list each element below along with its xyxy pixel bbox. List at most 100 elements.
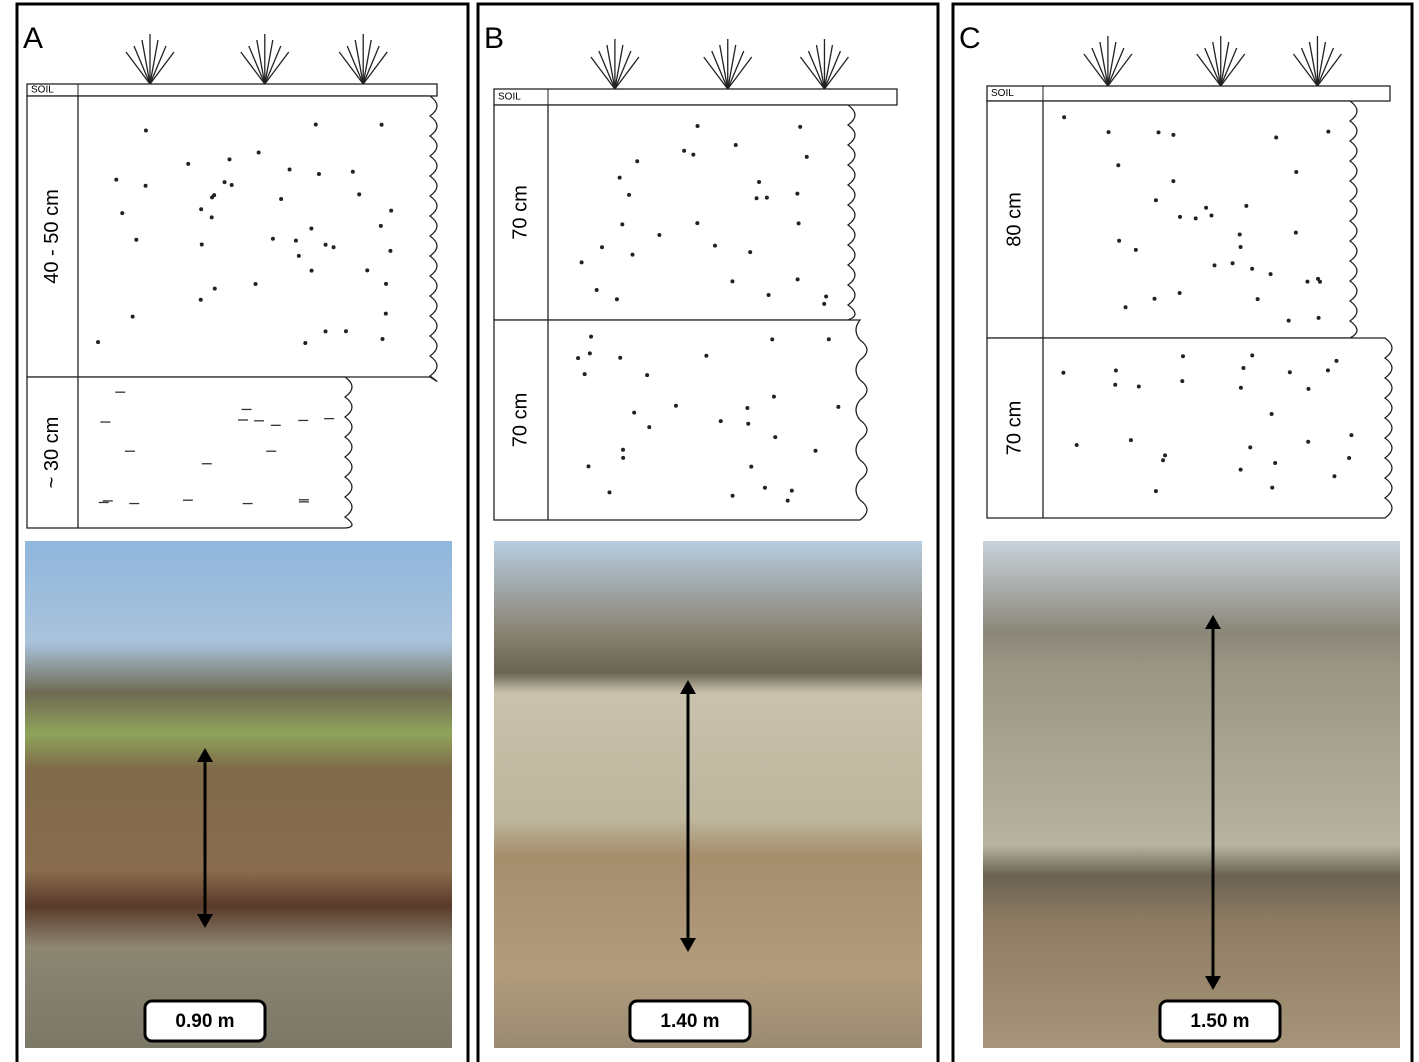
sediment-dot — [1317, 279, 1322, 284]
sediment-dot — [586, 464, 591, 469]
plant — [727, 44, 737, 90]
sediment-dot — [1273, 461, 1278, 466]
sediment-dot — [1316, 315, 1321, 320]
layer-label: 80 cm — [1003, 192, 1025, 246]
sediment-dot — [796, 221, 801, 226]
sediment-dot — [836, 404, 841, 409]
plant — [1204, 47, 1222, 87]
sediment-dot — [379, 122, 384, 127]
panel-label: A — [23, 22, 43, 55]
plant — [346, 45, 364, 85]
sediment-dot — [1177, 214, 1182, 219]
layer-label: 40 - 50 cm — [41, 189, 63, 283]
plant — [240, 51, 266, 85]
sediment-dot — [712, 243, 717, 248]
sediment-dot — [795, 191, 800, 196]
sediment-dot — [691, 152, 696, 157]
layer-label: 70 cm — [1003, 401, 1025, 455]
sediment-dot — [303, 341, 308, 346]
plant — [149, 45, 167, 85]
plant — [719, 44, 729, 90]
soil-label: SOIL — [498, 92, 521, 103]
sediment-dot — [785, 498, 790, 503]
sediment-dot — [1230, 261, 1235, 266]
plant — [614, 50, 632, 90]
sediment-dot — [1237, 232, 1242, 237]
layer-label: 70 cm — [509, 393, 531, 447]
sediment-dot — [617, 175, 622, 180]
soil-strip — [26, 83, 438, 97]
sediment-dot — [673, 403, 678, 408]
plant — [606, 44, 616, 90]
panel-frame — [15, 2, 470, 1062]
plant — [1091, 47, 1109, 87]
plant — [703, 56, 729, 90]
plant — [362, 39, 372, 85]
plant — [1316, 41, 1327, 87]
plant — [823, 44, 834, 90]
sediment-dot — [582, 372, 587, 377]
sediment-dot — [704, 353, 709, 358]
sediment-dot — [343, 329, 348, 334]
sediment-dot — [1287, 370, 1292, 375]
soil-strip — [986, 85, 1391, 102]
layer-box — [986, 337, 1393, 519]
sediment-dot — [589, 334, 594, 339]
height-box — [1158, 999, 1282, 1043]
sediment-dot — [1238, 385, 1243, 390]
sediment-dot — [316, 172, 321, 177]
sediment-dot — [635, 159, 640, 164]
sediment-dot — [287, 167, 292, 172]
sediment-dot — [1306, 386, 1311, 391]
plant — [141, 39, 151, 85]
layer-label: ~ 30 cm — [41, 417, 63, 489]
sediment-dot — [1171, 179, 1176, 184]
sediment-dot — [813, 448, 818, 453]
sediment-dot — [114, 177, 119, 182]
layer-box — [493, 319, 868, 521]
plant — [823, 56, 849, 90]
sediment-dot — [1061, 370, 1066, 375]
sediment-dot — [682, 148, 687, 153]
height-label: 1.40 m — [660, 1011, 719, 1032]
sediment-dot — [599, 245, 604, 250]
sediment-dot — [229, 183, 234, 188]
sediment-dot — [749, 464, 754, 469]
sediment-dot — [383, 311, 388, 316]
photo — [494, 541, 922, 1048]
plant — [614, 44, 624, 90]
sediment-dot — [1268, 272, 1273, 277]
sediment-dot — [647, 425, 652, 430]
sediment-dot — [365, 268, 370, 273]
plant — [590, 56, 616, 90]
sediment-dot — [313, 122, 318, 127]
sediment-dot — [1153, 198, 1158, 203]
plant — [1316, 53, 1342, 87]
plant — [256, 39, 266, 85]
sediment-dot — [746, 421, 751, 426]
sediment-dot — [1349, 433, 1354, 438]
sediment-dot — [1347, 455, 1352, 460]
sediment-dot — [1062, 115, 1067, 120]
sediment-dot — [620, 222, 625, 227]
sediment-dot — [1177, 290, 1182, 295]
sediment-dot — [309, 268, 314, 273]
sediment-dot — [212, 286, 217, 291]
sediment-dot — [1123, 305, 1128, 310]
sediment-dot — [120, 211, 125, 216]
plant — [727, 50, 745, 90]
sediment-dot — [1248, 445, 1253, 450]
sediment-dot — [1294, 170, 1299, 175]
panel-frame — [951, 2, 1414, 1062]
sediment-dot — [579, 260, 584, 265]
plant — [362, 51, 388, 85]
sediment-dot — [186, 161, 191, 166]
sediment-dot — [762, 485, 767, 490]
sediment-dot — [380, 336, 385, 341]
sediment-dot — [757, 179, 762, 184]
sediment-dot — [594, 288, 599, 293]
plant — [1083, 53, 1109, 87]
sediment-dot — [773, 435, 778, 440]
layer-label: 70 cm — [509, 185, 531, 239]
sediment-dot — [227, 157, 232, 162]
